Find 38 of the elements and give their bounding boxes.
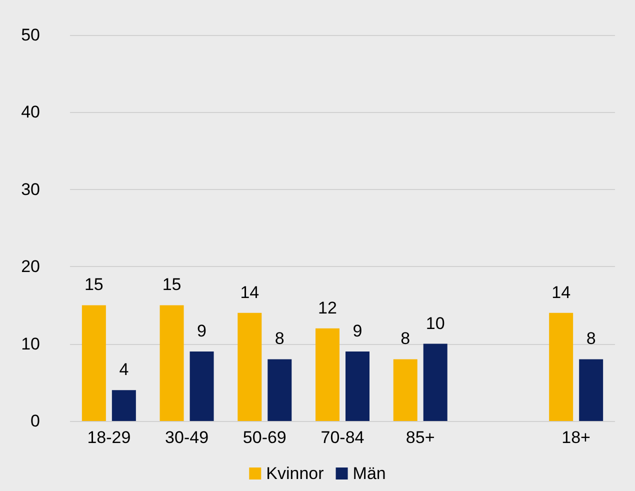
data-label: 14 bbox=[552, 282, 571, 302]
bar bbox=[579, 359, 604, 421]
legend-label: Kvinnor bbox=[266, 464, 324, 483]
bar bbox=[268, 359, 292, 421]
bar bbox=[160, 305, 184, 421]
bar bbox=[190, 352, 214, 421]
data-label: 8 bbox=[586, 329, 596, 348]
y-tick-label: 30 bbox=[21, 180, 40, 199]
data-label: 8 bbox=[274, 329, 284, 348]
data-label: 10 bbox=[426, 314, 445, 333]
x-tick-label: 18-29 bbox=[87, 428, 131, 447]
bar bbox=[82, 305, 106, 421]
x-tick-label: 70-84 bbox=[320, 428, 364, 447]
legend-label: Män bbox=[352, 464, 386, 483]
bar bbox=[393, 359, 418, 421]
x-tick-label: 85+ bbox=[406, 428, 435, 447]
y-tick-label: 20 bbox=[21, 257, 40, 276]
data-label: 15 bbox=[84, 275, 104, 294]
y-tick-label: 50 bbox=[21, 26, 40, 44]
bar bbox=[346, 352, 370, 421]
x-tick-label: 30-49 bbox=[165, 428, 209, 447]
data-label: 8 bbox=[400, 329, 410, 348]
y-tick-label: 40 bbox=[21, 102, 40, 122]
data-label: 12 bbox=[318, 298, 337, 318]
x-tick-label: 18+ bbox=[562, 428, 591, 447]
data-label: 4 bbox=[119, 360, 129, 380]
bar bbox=[238, 312, 262, 421]
x-tick-label: 50-69 bbox=[242, 428, 286, 447]
data-label: 14 bbox=[240, 282, 260, 302]
data-label: 9 bbox=[197, 322, 207, 341]
y-tick-label: 10 bbox=[21, 334, 40, 354]
data-label: 9 bbox=[352, 322, 362, 341]
data-label: 15 bbox=[162, 275, 182, 294]
y-tick-label: 0 bbox=[30, 412, 40, 430]
bar bbox=[316, 328, 340, 421]
bar bbox=[112, 390, 136, 421]
bar bbox=[423, 344, 448, 421]
bar bbox=[549, 312, 574, 421]
